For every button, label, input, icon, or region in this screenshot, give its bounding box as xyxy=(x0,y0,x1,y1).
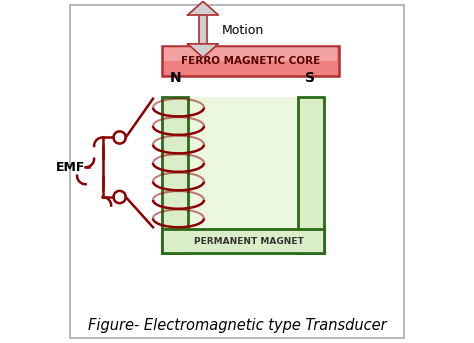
Text: FERRO MAGNETIC CORE: FERRO MAGNETIC CORE xyxy=(181,56,320,66)
Bar xyxy=(298,97,324,253)
Polygon shape xyxy=(188,1,219,15)
Bar xyxy=(162,46,339,76)
Text: Figure- Electromagnetic type Transducer: Figure- Electromagnetic type Transducer xyxy=(88,318,386,333)
Text: EMF: EMF xyxy=(56,161,86,174)
Bar xyxy=(188,97,298,229)
Text: PERMANENT MAGNET: PERMANENT MAGNET xyxy=(194,237,304,246)
Bar xyxy=(199,15,207,44)
Bar xyxy=(164,47,337,61)
Polygon shape xyxy=(188,44,219,58)
Bar xyxy=(162,229,324,253)
Text: S: S xyxy=(305,71,315,85)
Text: Motion: Motion xyxy=(222,24,264,37)
Text: N: N xyxy=(170,71,182,85)
Bar xyxy=(162,97,188,253)
